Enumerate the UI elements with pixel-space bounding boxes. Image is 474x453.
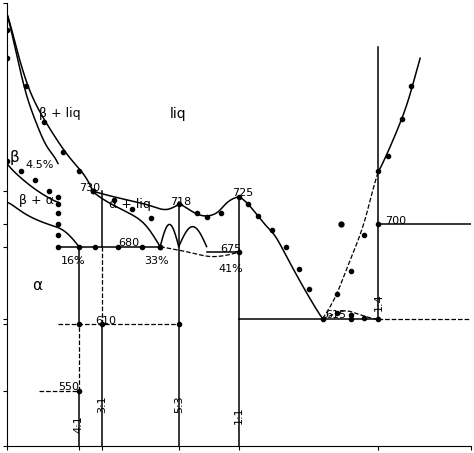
Text: liq: liq xyxy=(169,106,186,120)
Text: β + liq: β + liq xyxy=(39,107,81,120)
Text: 4.5%: 4.5% xyxy=(26,159,54,169)
Text: 718: 718 xyxy=(170,197,191,207)
Text: β: β xyxy=(9,150,19,165)
Text: 730: 730 xyxy=(79,183,100,193)
Text: 725: 725 xyxy=(233,188,254,198)
Text: 1:4: 1:4 xyxy=(374,293,383,311)
Text: 33%: 33% xyxy=(144,256,169,266)
Text: 680: 680 xyxy=(118,238,139,248)
Text: 615: 615 xyxy=(325,310,346,320)
Text: α + liq: α + liq xyxy=(109,198,151,211)
Text: 5:3: 5:3 xyxy=(174,395,184,413)
Text: 675: 675 xyxy=(220,244,242,254)
Text: 550: 550 xyxy=(58,382,79,392)
Text: 16%: 16% xyxy=(60,256,85,266)
Text: 1:1: 1:1 xyxy=(234,406,244,424)
Text: 41%: 41% xyxy=(218,264,243,274)
Text: 610: 610 xyxy=(95,316,116,326)
Text: β + α: β + α xyxy=(18,193,54,207)
Text: 700: 700 xyxy=(385,216,407,226)
Text: 4:1: 4:1 xyxy=(74,415,84,433)
Text: α: α xyxy=(33,278,43,293)
Text: 3:1: 3:1 xyxy=(97,395,107,413)
